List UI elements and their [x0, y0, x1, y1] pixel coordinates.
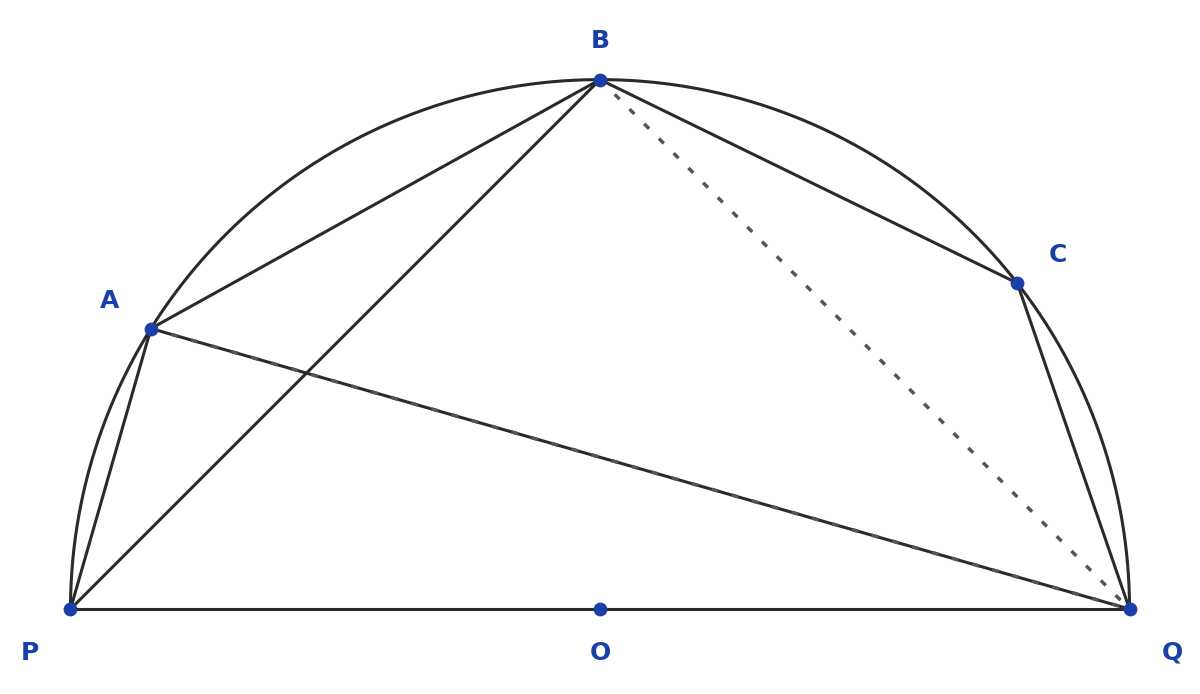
Text: O: O — [589, 641, 611, 665]
Text: A: A — [100, 289, 119, 312]
Point — [61, 604, 80, 615]
Text: Q: Q — [1162, 641, 1182, 665]
Point — [590, 74, 610, 85]
Point — [1120, 604, 1139, 615]
Text: C: C — [1049, 243, 1068, 267]
Point — [1008, 278, 1027, 289]
Text: B: B — [590, 29, 610, 53]
Point — [142, 323, 161, 334]
Point — [590, 604, 610, 615]
Text: P: P — [20, 641, 38, 665]
